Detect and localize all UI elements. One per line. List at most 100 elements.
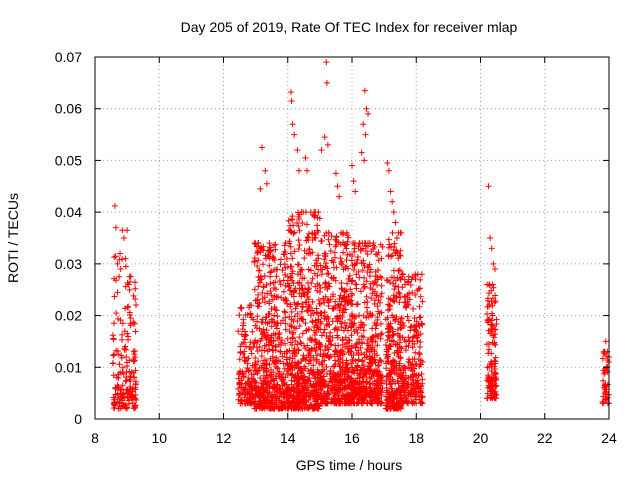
data-point bbox=[117, 266, 124, 273]
data-point bbox=[352, 188, 359, 195]
data-point bbox=[360, 281, 367, 288]
data-point bbox=[278, 337, 285, 344]
y-tick-label: 0.01 bbox=[55, 359, 82, 375]
data-point bbox=[333, 400, 340, 407]
data-point bbox=[328, 257, 335, 264]
data-point bbox=[485, 316, 492, 323]
data-point bbox=[412, 326, 419, 333]
data-point bbox=[260, 283, 267, 290]
data-point bbox=[282, 314, 289, 321]
data-point bbox=[417, 330, 424, 337]
data-point bbox=[304, 167, 311, 174]
data-point bbox=[408, 362, 415, 369]
data-point bbox=[378, 274, 385, 281]
data-point bbox=[386, 342, 393, 349]
data-point bbox=[332, 360, 339, 367]
data-point bbox=[296, 241, 303, 248]
data-point bbox=[251, 255, 258, 262]
data-point bbox=[256, 279, 263, 286]
data-point bbox=[271, 385, 278, 392]
data-point bbox=[309, 319, 316, 326]
data-point bbox=[410, 381, 417, 388]
data-point bbox=[313, 380, 320, 387]
data-point bbox=[305, 374, 312, 381]
data-point bbox=[295, 245, 302, 252]
data-point bbox=[291, 248, 298, 255]
data-point bbox=[291, 359, 298, 366]
data-point bbox=[392, 277, 399, 284]
data-point bbox=[238, 305, 245, 312]
data-point bbox=[329, 334, 336, 341]
data-point bbox=[603, 395, 610, 402]
data-point bbox=[244, 364, 251, 371]
data-point bbox=[268, 397, 275, 404]
data-point bbox=[332, 277, 339, 284]
data-point bbox=[374, 392, 381, 399]
data-point bbox=[241, 386, 248, 393]
data-point bbox=[323, 333, 330, 340]
data-point bbox=[267, 273, 274, 280]
data-point bbox=[270, 279, 277, 286]
data-point bbox=[258, 347, 265, 354]
data-point bbox=[297, 403, 304, 410]
data-point bbox=[361, 263, 368, 269]
data-point bbox=[353, 400, 360, 407]
data-point bbox=[328, 341, 335, 348]
data-point bbox=[236, 379, 243, 386]
data-point bbox=[246, 391, 253, 398]
data-point bbox=[384, 314, 391, 321]
data-point bbox=[317, 300, 324, 307]
data-point bbox=[331, 399, 338, 406]
data-point bbox=[325, 382, 332, 389]
data-point bbox=[312, 348, 319, 355]
data-point bbox=[417, 387, 424, 394]
data-point bbox=[356, 374, 363, 381]
data-point bbox=[291, 324, 298, 331]
data-point bbox=[389, 312, 396, 319]
data-point bbox=[399, 284, 406, 291]
data-point bbox=[285, 405, 292, 412]
data-point bbox=[408, 323, 415, 330]
data-point bbox=[338, 279, 345, 286]
data-point bbox=[313, 322, 320, 329]
data-point bbox=[307, 312, 314, 319]
data-point bbox=[331, 383, 338, 390]
data-point bbox=[320, 376, 327, 383]
data-point bbox=[362, 378, 369, 385]
data-point bbox=[390, 331, 397, 338]
data-point bbox=[352, 343, 359, 350]
data-point bbox=[317, 285, 324, 292]
data-point bbox=[130, 319, 137, 326]
data-point bbox=[363, 105, 370, 112]
data-point bbox=[341, 287, 348, 294]
data-point bbox=[122, 263, 129, 270]
data-point bbox=[275, 331, 282, 338]
data-point bbox=[110, 360, 117, 367]
data-point bbox=[377, 331, 384, 338]
data-point bbox=[121, 403, 128, 410]
data-point bbox=[375, 384, 382, 391]
data-point bbox=[281, 242, 288, 249]
data-point bbox=[367, 284, 374, 291]
data-point bbox=[364, 243, 371, 250]
data-point bbox=[485, 327, 492, 334]
data-point bbox=[338, 324, 345, 331]
data-point bbox=[358, 339, 365, 346]
data-point bbox=[361, 322, 368, 329]
data-point bbox=[354, 300, 361, 307]
data-point bbox=[350, 266, 357, 273]
data-point bbox=[371, 378, 378, 385]
data-point bbox=[357, 324, 364, 331]
data-point bbox=[302, 320, 309, 327]
data-point bbox=[491, 339, 498, 346]
data-point bbox=[257, 375, 264, 382]
data-point bbox=[110, 352, 117, 359]
data-point bbox=[302, 398, 309, 405]
data-point bbox=[340, 249, 347, 256]
data-point bbox=[601, 386, 608, 393]
data-point bbox=[488, 386, 495, 393]
data-point bbox=[348, 332, 355, 339]
data-point bbox=[355, 347, 362, 354]
data-point bbox=[370, 388, 377, 395]
data-point bbox=[354, 363, 361, 370]
